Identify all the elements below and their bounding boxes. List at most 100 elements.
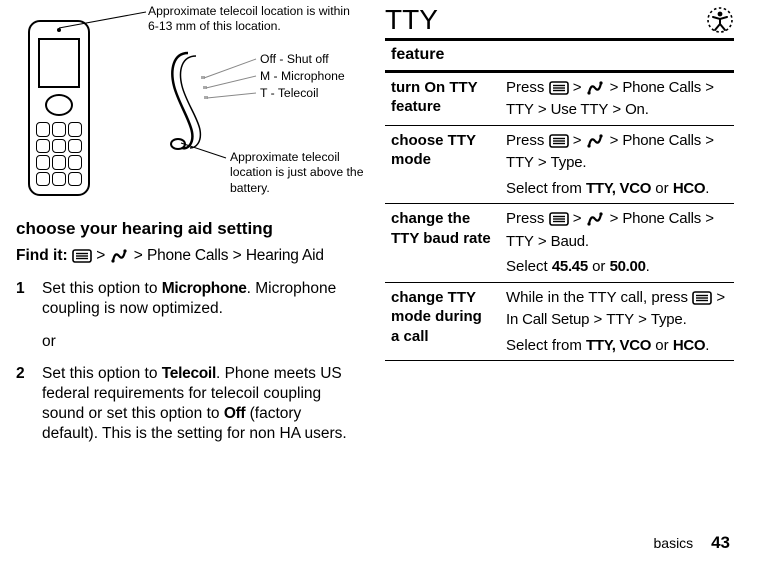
menu-key-icon (692, 291, 712, 311)
tail: . (585, 233, 589, 250)
sep: > (612, 101, 621, 118)
sep: > (610, 132, 619, 149)
settings-key-icon (109, 247, 129, 269)
press-text: Press (506, 79, 549, 96)
feature-name: change the TTY baud rate (385, 204, 500, 283)
feature-name: change TTY mode during a call (385, 282, 500, 361)
tail: . (683, 311, 687, 328)
right-column: TTY feature turn On TTY feature Press > … (375, 6, 742, 456)
press-text: Press (506, 132, 549, 149)
menu-key-icon (72, 249, 92, 269)
feature-desc: Press > > Phone Calls > TTY > Baud. Sele… (500, 204, 734, 283)
menu-key-icon (549, 134, 569, 154)
findit-label: Find it: (16, 247, 68, 264)
sep: > (610, 210, 619, 227)
step2-pre: Set this option to (42, 365, 162, 382)
step-1: 1 Set this option to Microphone. Microph… (16, 279, 357, 319)
accessibility-icon (706, 6, 734, 34)
sep: > (638, 311, 647, 328)
path-seg: TTY (506, 101, 534, 118)
extra-pre: Select from (506, 180, 586, 197)
findit-path-2: Hearing Aid (246, 247, 324, 264)
diagram-label-t: T - Telecoil (260, 86, 318, 101)
feature-name: turn On TTY feature (385, 71, 500, 125)
path-seg: Type (651, 311, 683, 328)
tty-heading: TTY (385, 6, 438, 34)
sep: > (538, 101, 547, 118)
feature-desc: Press > > Phone Calls > TTY > Type. Sele… (500, 125, 734, 204)
step1-pre: Set this option to (42, 280, 162, 297)
extra-mid: or (588, 258, 610, 275)
table-row: choose TTY mode Press > > Phone Calls > … (385, 125, 734, 204)
extra-last: HCO (673, 337, 705, 354)
path-seg: TTY (506, 233, 534, 250)
hearing-aid-illustration (168, 48, 238, 164)
steps-list-2: 2 Set this option to Telecoil. Phone mee… (16, 364, 357, 445)
footer-section: basics (654, 535, 694, 551)
sep: > (233, 247, 242, 264)
path-seg: In Call Setup (506, 311, 589, 328)
menu-key-icon (549, 212, 569, 232)
sep: > (573, 132, 582, 149)
diagram-label-m: M - Microphone (260, 69, 345, 84)
feature-desc: Press > > Phone Calls > TTY > Use TTY > … (500, 71, 734, 125)
path-seg: TTY (506, 154, 534, 171)
path-seg: On (625, 101, 645, 118)
sep: > (538, 154, 547, 171)
sep: > (705, 132, 714, 149)
phone-illustration (28, 20, 90, 196)
sep: > (573, 79, 582, 96)
settings-key-icon (585, 79, 605, 101)
sep: > (573, 210, 582, 227)
press-text: While in the TTY call, press (506, 289, 692, 306)
extra-tail: . (705, 180, 709, 197)
feature-table: feature turn On TTY feature Press > > Ph… (385, 38, 734, 361)
sep: > (538, 233, 547, 250)
extra-mid: or (651, 180, 673, 197)
extra-tail: . (646, 258, 650, 275)
sep: > (705, 210, 714, 227)
settings-key-icon (585, 132, 605, 154)
table-row: change the TTY baud rate Press > > Phone… (385, 204, 734, 283)
step-2: 2 Set this option to Telecoil. Phone mee… (16, 364, 357, 445)
tail: . (582, 154, 586, 171)
sep: > (610, 79, 619, 96)
or-text: or (42, 332, 357, 352)
diagram-label-bottom: Approximate telecoil location is just ab… (230, 150, 380, 196)
feature-desc: While in the TTY call, press > In Call S… (500, 282, 734, 361)
diagram-label-top: Approximate telecoil location is within … (148, 4, 358, 35)
sep: > (593, 311, 602, 328)
sep: > (96, 247, 105, 264)
find-it-line: Find it: > > Phone Calls > Hearing Aid (16, 246, 357, 269)
path-seg: Phone Calls (622, 132, 701, 149)
extra-pre: Select from (506, 337, 586, 354)
page: Approximate telecoil location is within … (0, 0, 758, 456)
step1-bold: Microphone (162, 280, 247, 297)
press-text: Press (506, 210, 549, 227)
path-seg: TTY (606, 311, 634, 328)
extra-mid: or (651, 337, 673, 354)
table-row: turn On TTY feature Press > > Phone Call… (385, 71, 734, 125)
path-seg: Baud (551, 233, 585, 250)
step2-bold1: Telecoil (162, 365, 216, 382)
diagram-label-off: Off - Shut off (260, 52, 329, 67)
left-column: Approximate telecoil location is within … (8, 6, 375, 456)
settings-key-icon (585, 210, 605, 232)
table-row: change TTY mode during a call While in t… (385, 282, 734, 361)
path-seg: Use TTY (551, 101, 609, 118)
path-seg: Type (551, 154, 583, 171)
feature-name: choose TTY mode (385, 125, 500, 204)
extra-opts: TTY, VCO (586, 180, 651, 197)
sep: > (705, 79, 714, 96)
extra-last: HCO (673, 180, 705, 197)
sep: > (716, 289, 725, 306)
hearing-aid-diagram: Approximate telecoil location is within … (16, 6, 357, 212)
table-header: feature (385, 40, 734, 72)
extra-tail: . (705, 337, 709, 354)
extra-opts: TTY, VCO (586, 337, 651, 354)
menu-key-icon (549, 81, 569, 101)
tail: . (645, 101, 649, 118)
path-seg: Phone Calls (622, 79, 701, 96)
sep: > (134, 247, 143, 264)
extra-opts: 45.45 (552, 258, 588, 275)
